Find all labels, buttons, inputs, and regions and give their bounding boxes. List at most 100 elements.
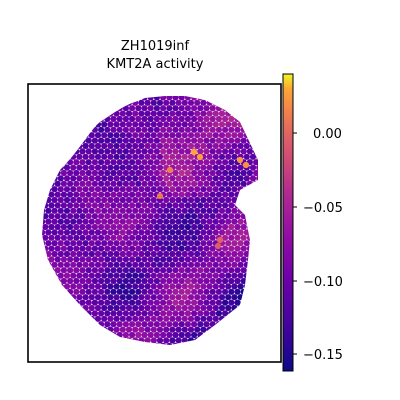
spot (225, 304, 232, 312)
spot (138, 110, 145, 117)
spot (129, 126, 136, 133)
spot (187, 164, 195, 171)
spot (212, 142, 219, 150)
spot (107, 186, 114, 193)
spot (237, 250, 244, 258)
hotspot (190, 148, 198, 156)
spot (98, 137, 105, 144)
spot (225, 229, 232, 236)
spot (156, 261, 164, 268)
spot (160, 115, 167, 123)
spot (73, 169, 80, 177)
spot (218, 110, 226, 117)
spot (129, 115, 136, 123)
spot (98, 148, 105, 155)
spot (222, 159, 229, 166)
spot (228, 159, 235, 166)
spot (194, 283, 201, 290)
spot (144, 196, 151, 204)
spot (110, 148, 117, 155)
spot (172, 213, 179, 220)
spot (184, 299, 191, 306)
spot (169, 326, 176, 333)
spot (197, 202, 204, 209)
spot (178, 148, 185, 155)
spot (228, 191, 235, 198)
spot (153, 159, 160, 166)
hotspot (214, 242, 222, 250)
spot (51, 218, 58, 225)
spot (209, 148, 216, 155)
spot (228, 288, 235, 295)
spot (138, 283, 145, 290)
spot (181, 218, 188, 225)
spot (57, 250, 64, 258)
spot (160, 105, 167, 112)
spot (122, 137, 129, 144)
spot (150, 261, 157, 268)
spot (101, 261, 108, 268)
spot (197, 169, 204, 177)
spot (163, 186, 170, 193)
spot (234, 137, 241, 144)
spot (70, 186, 77, 193)
spot (94, 272, 102, 279)
spot (175, 121, 182, 128)
spot (200, 110, 207, 117)
spot (98, 267, 105, 274)
spot (212, 250, 219, 258)
spot (209, 169, 216, 177)
spot (107, 175, 114, 182)
spot (129, 105, 136, 112)
spot (70, 272, 77, 279)
spot (138, 142, 145, 150)
spot (79, 223, 86, 231)
spot (153, 202, 160, 209)
spot (48, 213, 55, 220)
spot (141, 169, 148, 177)
spot (172, 169, 179, 177)
spot (144, 153, 151, 160)
spot (141, 191, 148, 198)
spot (166, 288, 173, 295)
spot (144, 207, 151, 214)
spot (228, 169, 235, 177)
spot (76, 164, 83, 171)
spot (191, 310, 198, 317)
spot (122, 213, 129, 220)
spot (132, 272, 139, 279)
spot (206, 261, 213, 268)
spot (110, 223, 117, 231)
spot (160, 256, 167, 263)
spot (234, 234, 241, 241)
spot (187, 132, 195, 139)
spot (122, 234, 129, 241)
spot (104, 213, 111, 220)
spot (172, 115, 179, 123)
spot (234, 180, 241, 187)
spot (191, 126, 198, 133)
spot (175, 110, 182, 117)
spot (181, 272, 188, 279)
spot (218, 175, 226, 182)
spot (160, 321, 167, 328)
spot (110, 245, 117, 252)
spot (181, 250, 188, 258)
spot (218, 142, 226, 150)
spot (82, 175, 89, 182)
spot (129, 202, 136, 209)
spot (178, 115, 185, 123)
spot (209, 223, 216, 231)
spot (147, 234, 154, 241)
spot (163, 272, 170, 279)
spot (70, 164, 77, 171)
spot (203, 191, 210, 198)
spot (113, 196, 120, 204)
spot (153, 267, 160, 274)
spot (144, 186, 151, 193)
spot (200, 294, 207, 301)
spot (200, 304, 207, 312)
spot (187, 250, 195, 258)
spot (181, 261, 188, 268)
spot (91, 169, 98, 177)
